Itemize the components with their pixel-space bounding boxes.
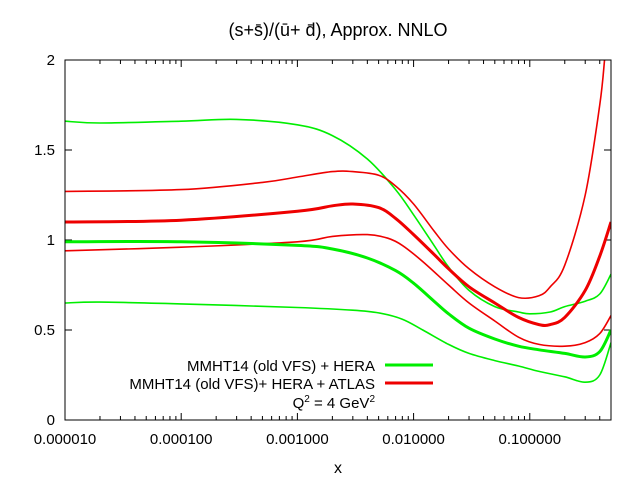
annotation-prefix: Q — [293, 395, 305, 412]
series-line-band-2 — [65, 118, 611, 315]
x-tick-label: 0.000010 — [34, 431, 97, 448]
annotation-sup2: 2 — [369, 394, 375, 405]
series-line-central-0 — [65, 240, 611, 359]
legend-label-hera: MMHT14 (old VFS) + HERA — [187, 358, 375, 375]
x-tick-label: 0.001000 — [266, 431, 329, 448]
y-tick-label: 2 — [47, 52, 55, 69]
plot-area — [65, 60, 611, 384]
legend: MMHT14 (old VFS) + HERA MMHT14 (old VFS)… — [129, 358, 433, 412]
y-tick-label: 1 — [47, 232, 55, 249]
annotation-middle: = 4 GeV — [310, 395, 370, 412]
series-line-central-1 — [65, 202, 611, 327]
chart-title: (s+s̄)/(ū+ d̄), Approx. NNLO — [228, 20, 447, 40]
y-axis-ticks: 0 0.5 1 1.5 2 — [34, 52, 611, 429]
x-axis-label: x — [334, 460, 342, 477]
x-axis-ticks: 0.000010 0.000100 0.001000 0.010000 0.100000 — [34, 60, 601, 448]
y-tick-label: 0.5 — [34, 322, 55, 339]
series-line-band-3 — [65, 301, 611, 384]
plot-frame — [64, 59, 612, 421]
legend-label-hera-atlas: MMHT14 (old VFS)+ HERA + ATLAS — [129, 376, 375, 393]
x-tick-label: 0.100000 — [498, 431, 561, 448]
x-tick-label: 0.000100 — [150, 431, 213, 448]
annotation-sup1: 2 — [304, 394, 310, 405]
series-line-band-5 — [65, 233, 611, 348]
series-line-band-4 — [65, 60, 606, 300]
legend-annotation-q2: Q2 = 4 GeV2 — [293, 394, 376, 412]
x-tick-label: 0.010000 — [382, 431, 445, 448]
y-tick-label: 0 — [47, 412, 55, 429]
y-tick-label: 1.5 — [34, 142, 55, 159]
